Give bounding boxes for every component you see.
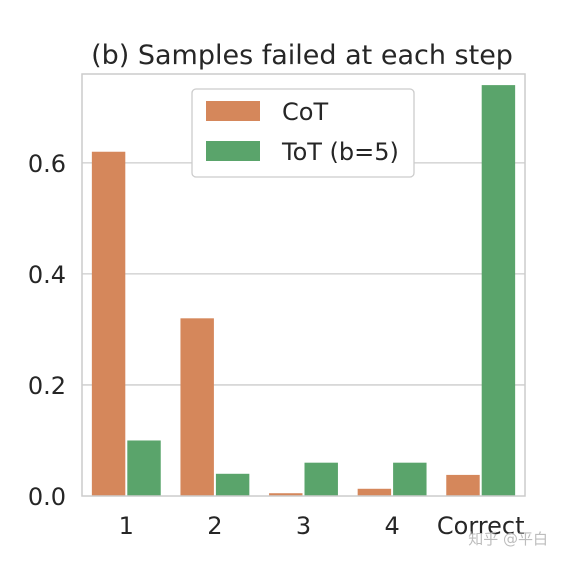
bars xyxy=(91,85,516,497)
y-tick-label: 0.6 xyxy=(28,150,66,178)
bar-cot-1 xyxy=(91,151,126,496)
x-tick-label: Correct xyxy=(437,512,525,540)
x-tick-label: 4 xyxy=(384,512,399,540)
y-tick-label: 0.2 xyxy=(28,372,66,400)
bar-cot-correct xyxy=(446,474,480,496)
y-tick-label: 0.0 xyxy=(28,483,66,511)
bar-tot-b-5--correct xyxy=(481,85,516,497)
x-tick-label: 2 xyxy=(207,512,222,540)
gridlines xyxy=(82,162,525,386)
plot-frame xyxy=(81,73,526,497)
legend-swatch xyxy=(206,101,260,121)
legend-swatch xyxy=(206,141,260,161)
bar-cot-3 xyxy=(269,493,303,496)
bar-tot-b-5--1 xyxy=(127,440,161,496)
bar-cot-4 xyxy=(357,488,392,496)
watermark: 知乎 @平白 xyxy=(468,530,548,548)
bar-tot-b-5--3 xyxy=(304,462,338,496)
x-axis-ticks: 1 2 3 4 Correct xyxy=(119,512,525,540)
legend: CoT ToT (b=5) xyxy=(191,88,415,178)
y-tick-label: 0.4 xyxy=(28,261,66,289)
bar-cot-2 xyxy=(180,318,214,496)
legend-label: ToT (b=5) xyxy=(281,138,399,166)
chart-title: (b) Samples failed at each step xyxy=(91,40,513,71)
x-tick-label: 1 xyxy=(119,512,134,540)
x-tick-label: 3 xyxy=(296,512,311,540)
y-axis-ticks: 0.0 0.2 0.4 0.6 xyxy=(28,150,66,511)
bar-tot-b-5--4 xyxy=(393,462,427,496)
bar-tot-b-5--2 xyxy=(215,473,250,496)
legend-label: CoT xyxy=(282,98,328,126)
